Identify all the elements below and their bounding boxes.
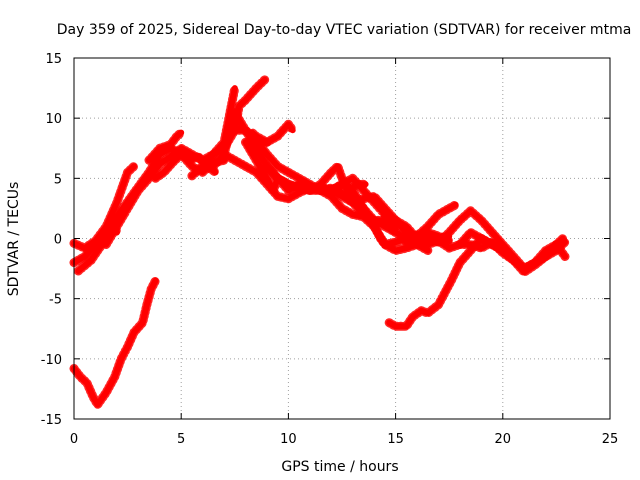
series-markers-s11 (262, 119, 298, 147)
y-tick-label: 0 (54, 233, 62, 248)
series-markers-s23 (69, 276, 160, 410)
chart-title: Day 359 of 2025, Sidereal Day-to-day VTE… (57, 22, 632, 38)
y-tick-label: 10 (45, 112, 62, 127)
y-tick-label: -5 (49, 293, 62, 308)
x-tick-label: 0 (70, 432, 78, 447)
x-tick-label: 25 (602, 432, 619, 447)
y-tick-label: -10 (41, 353, 62, 368)
series-markers-s16 (343, 179, 371, 195)
series-markers-s18 (401, 200, 461, 247)
series-markers-s6 (144, 128, 186, 165)
y-tick-label: 15 (45, 52, 62, 67)
x-tick-labels: 0 5 10 15 20 25 (70, 432, 618, 447)
series-markers-s22 (455, 237, 570, 277)
y-tick-label: -15 (41, 413, 62, 428)
series-markers-s17 (380, 209, 433, 255)
tick-marks (73, 57, 611, 420)
y-axis-title: SDTVAR / TECUs (6, 182, 22, 297)
x-tick-label: 5 (177, 432, 185, 447)
y-tick-labels: -15 -10 -5 0 5 10 15 (41, 52, 62, 428)
x-tick-label: 15 (387, 432, 404, 447)
series-group (69, 75, 570, 410)
x-axis-title: GPS time / hours (281, 459, 398, 475)
x-tick-label: 20 (495, 432, 512, 447)
y-tick-label: 5 (54, 172, 62, 187)
x-tick-label: 10 (280, 432, 297, 447)
